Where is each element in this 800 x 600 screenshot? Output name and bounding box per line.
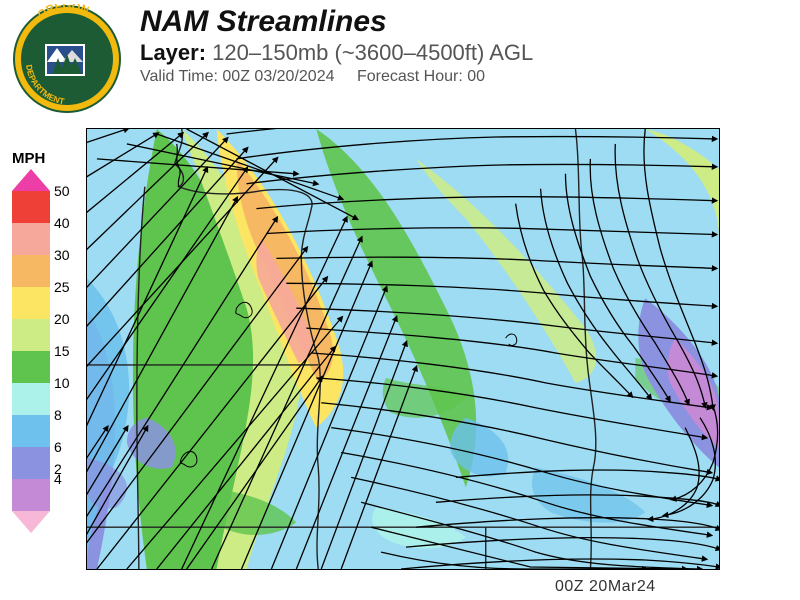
forecast-hour-text: Forecast Hour: 00 <box>357 68 485 85</box>
legend-segment-6-8[interactable]: 8 <box>12 415 50 447</box>
legend-segment-gt50[interactable] <box>12 169 50 191</box>
layer-row: Layer: 120–150mb (~3600–4500ft) AGL <box>140 40 760 66</box>
wind-speed-legend: MPH 50 40 30 25 20 15 10 8 6 <box>10 150 85 533</box>
legend-label-8: 8 <box>54 407 62 423</box>
legend-segment-4-6[interactable]: 6 <box>12 447 50 479</box>
legend-label-20: 20 <box>54 311 70 327</box>
legend-label-10: 10 <box>54 375 70 391</box>
valid-time-row: Valid Time: 00Z 03/20/2024 Forecast Hour… <box>140 68 760 86</box>
layer-label: Layer: <box>140 40 206 65</box>
legend-segment-25-30[interactable]: 30 <box>12 255 50 287</box>
legend-label-40: 40 <box>54 215 70 231</box>
legend-unit-label: MPH <box>12 150 85 167</box>
legend-segment-15-20[interactable]: 20 <box>12 319 50 351</box>
legend-label-6: 6 <box>54 439 62 455</box>
legend-segment-40-50[interactable]: 50 <box>12 191 50 223</box>
layer-value: 120–150mb (~3600–4500ft) AGL <box>212 40 533 65</box>
legend-label-50: 50 <box>54 183 70 199</box>
legend-segment-lt2[interactable] <box>12 511 50 533</box>
legend-segment-8-10[interactable]: 10 <box>12 383 50 415</box>
legend-label-30: 30 <box>54 247 70 263</box>
wind-speed-contour-fill <box>87 129 719 569</box>
legend-label-2: 2 <box>54 461 62 477</box>
legend-label-15: 15 <box>54 343 70 359</box>
streamline-map[interactable] <box>86 128 720 570</box>
app-title: NAM Streamlines <box>140 6 760 38</box>
map-timestamp: 00Z 20Mar24 <box>555 578 656 596</box>
legend-segment-2-4[interactable]: 4 <box>12 479 50 511</box>
legend-bar[interactable]: 50 40 30 25 20 15 10 8 6 4 2 <box>12 169 50 533</box>
oregon-forestry-logo: OREGON DEPARTMENT OF FORESTRY <box>12 4 122 114</box>
legend-segment-30-40[interactable]: 40 <box>12 223 50 255</box>
legend-segment-20-25[interactable]: 25 <box>12 287 50 319</box>
valid-time-text: Valid Time: 00Z 03/20/2024 <box>140 68 335 85</box>
legend-label-25: 25 <box>54 279 70 295</box>
header-block: NAM Streamlines Layer: 120–150mb (~3600–… <box>140 6 760 86</box>
legend-segment-10-15[interactable]: 15 <box>12 351 50 383</box>
